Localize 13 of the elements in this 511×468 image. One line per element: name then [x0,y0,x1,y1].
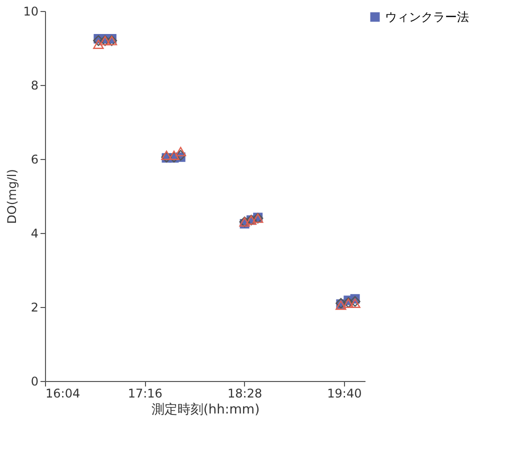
x-tick-label: 18:28 [228,386,262,400]
y-tick-label: 10 [23,4,38,18]
y-tick-label: 2 [30,300,38,314]
y-tick-label: 0 [30,374,38,388]
x-tick-label: 17:16 [128,386,162,400]
x-axis-title: 測定時刻(hh:mm) [151,402,260,418]
y-tick-label: 4 [30,226,38,240]
y-axis-title: DO(mg/l) [5,169,20,224]
x-tick-label: 16:04 [46,386,80,400]
legend-label: ウィンクラー法 [385,10,469,24]
y-tick-label: 8 [30,78,38,92]
y-tick-label: 6 [30,152,38,166]
x-tick-label: 19:40 [327,386,362,400]
